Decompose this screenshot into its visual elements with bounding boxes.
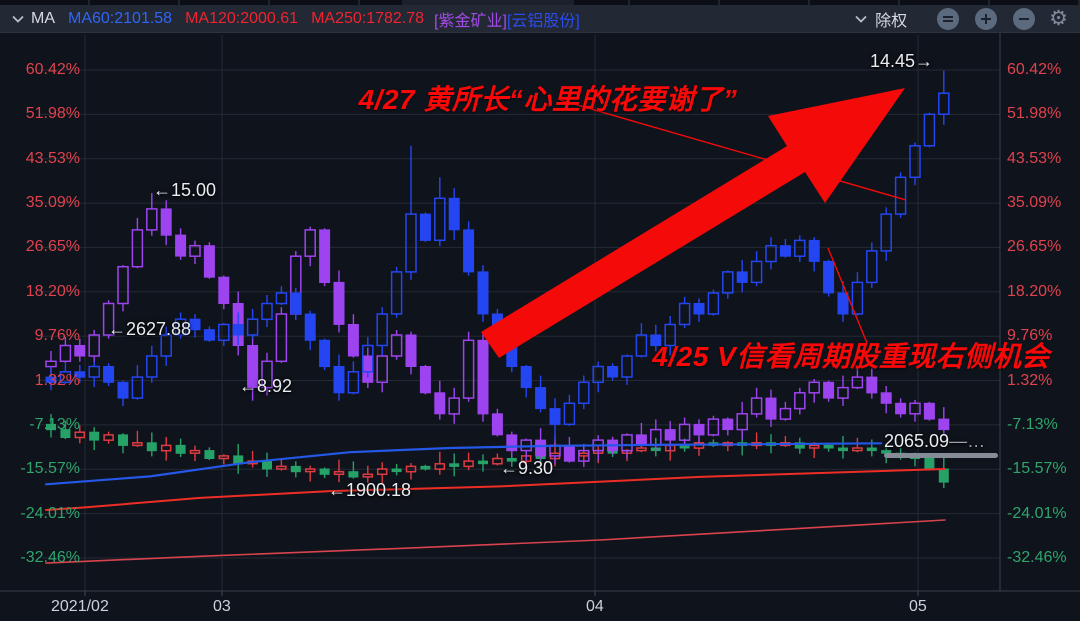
adjustment-mode-label[interactable]: 除权 — [875, 13, 908, 30]
adjustment-chevron-down-icon[interactable] — [855, 10, 867, 28]
tab-strip-segment — [402, 0, 574, 5]
zoom-out-button[interactable] — [1013, 8, 1036, 30]
tab-strip — [0, 0, 1080, 5]
compare-stock-zijin[interactable]: [紫金矿业] — [434, 13, 507, 30]
settings-gear-icon[interactable]: ⚙ — [1049, 7, 1068, 30]
ma-indicator-group[interactable]: MA — [31, 10, 55, 27]
chevron-down-icon[interactable] — [12, 10, 24, 28]
ma250-value[interactable]: MA250:1782.78 — [311, 10, 425, 27]
chart-toolbar: MA MA60:2101.58 MA120:2000.61 MA250:1782… — [0, 0, 1080, 33]
ma60-value[interactable]: MA60:2101.58 — [68, 10, 173, 27]
zoom-in-button[interactable] — [975, 8, 998, 30]
ma120-value[interactable]: MA120:2000.61 — [185, 10, 299, 27]
compare-stock-yunlv[interactable]: [云铝股份] — [506, 13, 580, 30]
reset-zoom-button[interactable] — [937, 8, 960, 30]
